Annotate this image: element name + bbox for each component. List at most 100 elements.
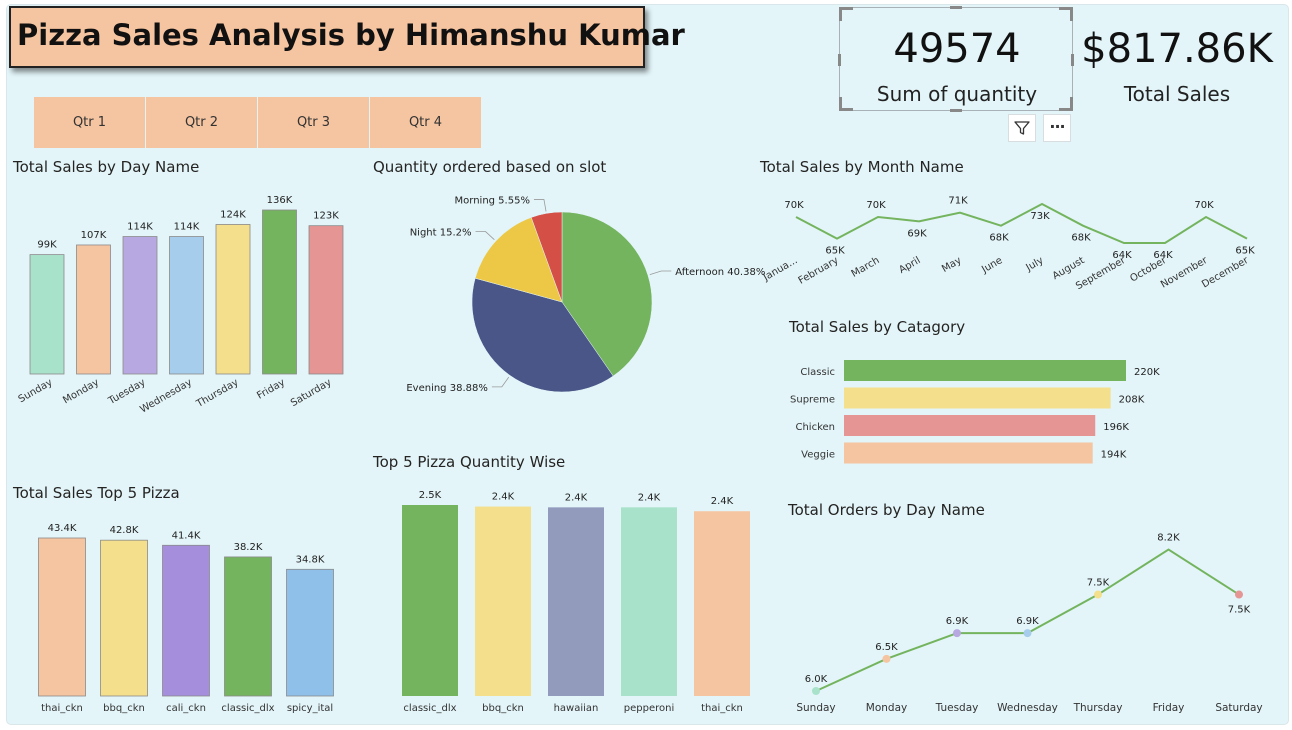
top5_sales-bar [100,539,148,697]
month-sales-x-label: May [940,255,963,275]
top5_qty-x-label: bbq_ckn [482,703,524,714]
top5_qty-bar [548,507,604,696]
pie-leader-line [533,199,547,212]
top5_qty-data-label: 2.4K [638,492,661,503]
day-orders-x-label: Thursday [1073,702,1123,714]
day_sales-bar [308,225,344,375]
day-orders-x-label: Friday [1153,702,1185,714]
month-sales-data-label: 65K [825,246,845,257]
more-options-button[interactable]: ··· [1043,114,1071,142]
category-data-label: 208K [1119,395,1145,406]
month-sales-data-label: 71K [948,196,968,207]
top5_sales-data-label: 34.8K [296,554,325,565]
month-sales-x-label: July [1024,255,1046,274]
top5_sales-bar [224,556,272,697]
day_sales-x-label: Sunday [17,377,55,405]
slicer-qtr3-button[interactable]: Qtr 3 [258,97,369,148]
more-options-icon: ··· [1049,116,1065,136]
resize-handle-top-left[interactable] [839,7,853,21]
month-sales-x-label: June [979,255,1004,276]
day_sales-data-label: 123K [313,211,339,222]
day_sales-data-label: 136K [267,195,293,206]
day-orders-data-label: 6.5K [875,642,898,653]
category-data-label: 220K [1134,367,1160,378]
day-orders-marker [1094,590,1102,599]
category-y-label: Supreme [790,395,835,406]
day_sales-x-label: Wednesday [138,377,194,416]
chart-title-day-orders: Total Orders by Day Name [788,501,985,519]
kpi-quantity-label: Sum of quantity [876,82,1038,106]
top5_qty-data-label: 2.4K [492,492,515,503]
top5_qty-x-label: pepperoni [624,703,674,714]
month-sales-x-label: March [850,255,882,280]
top5_sales-x-label: thai_ckn [41,703,83,714]
day_sales-x-label: Tuesday [106,377,148,407]
month-sales-data-label: 70K [1194,200,1214,211]
slicer-qtr4-button[interactable]: Qtr 4 [370,97,481,148]
month-sales-x-label: February [797,255,841,287]
resize-handle-bottom-right[interactable] [1059,97,1073,111]
day_sales-data-label: 124K [220,209,246,220]
chart-title-top5-sales: Total Sales Top 5 Pizza [13,484,180,502]
resize-handle-top-right[interactable] [1059,7,1073,21]
chart-title-slot-quantity: Quantity ordered based on slot [373,158,607,176]
month-sales-data-label: 64K [1153,250,1173,261]
top5_qty-bar [694,511,750,696]
day-orders-marker [1235,590,1243,599]
month-sales-data-label: 70K [866,200,886,211]
month-sales-x-label: Janua... [761,255,800,284]
day_sales-data-label: 114K [127,222,153,233]
title-banner: Pizza Sales Analysis by Himanshu Kumar [9,6,685,68]
month-sales-data-label: 68K [1071,233,1091,244]
day-orders-x-label: Wednesday [997,702,1058,714]
resize-handle-bottom[interactable] [950,109,962,112]
day_sales-x-label: Monday [61,377,101,406]
category-bar [844,387,1111,409]
top5_qty-bar [402,505,458,696]
day-orders-data-label: 7.5K [1087,578,1110,589]
pie-label-night: Night 15.2% [410,228,472,239]
day_sales-bar [29,254,65,375]
top5_sales-x-label: spicy_ital [287,703,333,714]
top5_sales-bar [38,537,86,697]
month-sales-data-label: 68K [989,233,1009,244]
category-bar [844,442,1093,464]
day_sales-x-label: Saturday [289,377,334,409]
month-sales-data-label: 64K [1112,250,1132,261]
top5_qty-data-label: 2.4K [711,496,734,507]
day-orders-marker [882,654,891,663]
day_sales-x-label: Thursday [194,377,241,410]
pie-label-morning: Morning 5.55% [455,196,530,207]
filter-button[interactable] [1008,114,1036,142]
month-sales-data-label: 65K [1235,246,1255,257]
resize-handle-top[interactable] [950,6,962,9]
resize-handle-right[interactable] [1071,54,1074,66]
day-orders-data-label: 6.9K [1016,616,1039,627]
resize-handle-bottom-left[interactable] [839,97,853,111]
top5_sales-data-label: 41.4K [172,530,201,541]
day-orders-marker [812,687,820,695]
category-y-label: Chicken [795,422,835,433]
day-orders-data-label: 6.9K [946,616,969,627]
month-sales-data-label: 73K [1030,211,1050,222]
day_sales-data-label: 107K [81,230,107,241]
kpi-sales-value: $817.86K [1081,26,1273,72]
month-sales-data-label: 69K [907,228,927,239]
day-orders-marker [1023,629,1032,638]
pie-slice-evening [471,277,614,393]
chart-title-day-sales: Total Sales by Day Name [13,158,200,176]
kpi-quantity-value: 49574 [893,26,1021,72]
day-orders-x-label: Saturday [1215,702,1262,714]
kpi-quantity-card[interactable]: 49574 Sum of quantity [838,6,1074,112]
month-sales-line [795,202,1248,244]
slicer-qtr1-button[interactable]: Qtr 1 [34,97,145,148]
day-orders-data-label: 7.5K [1228,605,1251,616]
chart-title-top5-quantity: Top 5 Pizza Quantity Wise [373,453,566,471]
pie-leader-line [649,270,672,275]
day-orders-x-label: Tuesday [935,702,979,714]
slicer-qtr2-button[interactable]: Qtr 2 [146,97,257,148]
resize-handle-left[interactable] [838,54,841,66]
category-data-label: 194K [1101,450,1127,461]
pie-label-afternoon: Afternoon 40.38% [675,267,765,278]
